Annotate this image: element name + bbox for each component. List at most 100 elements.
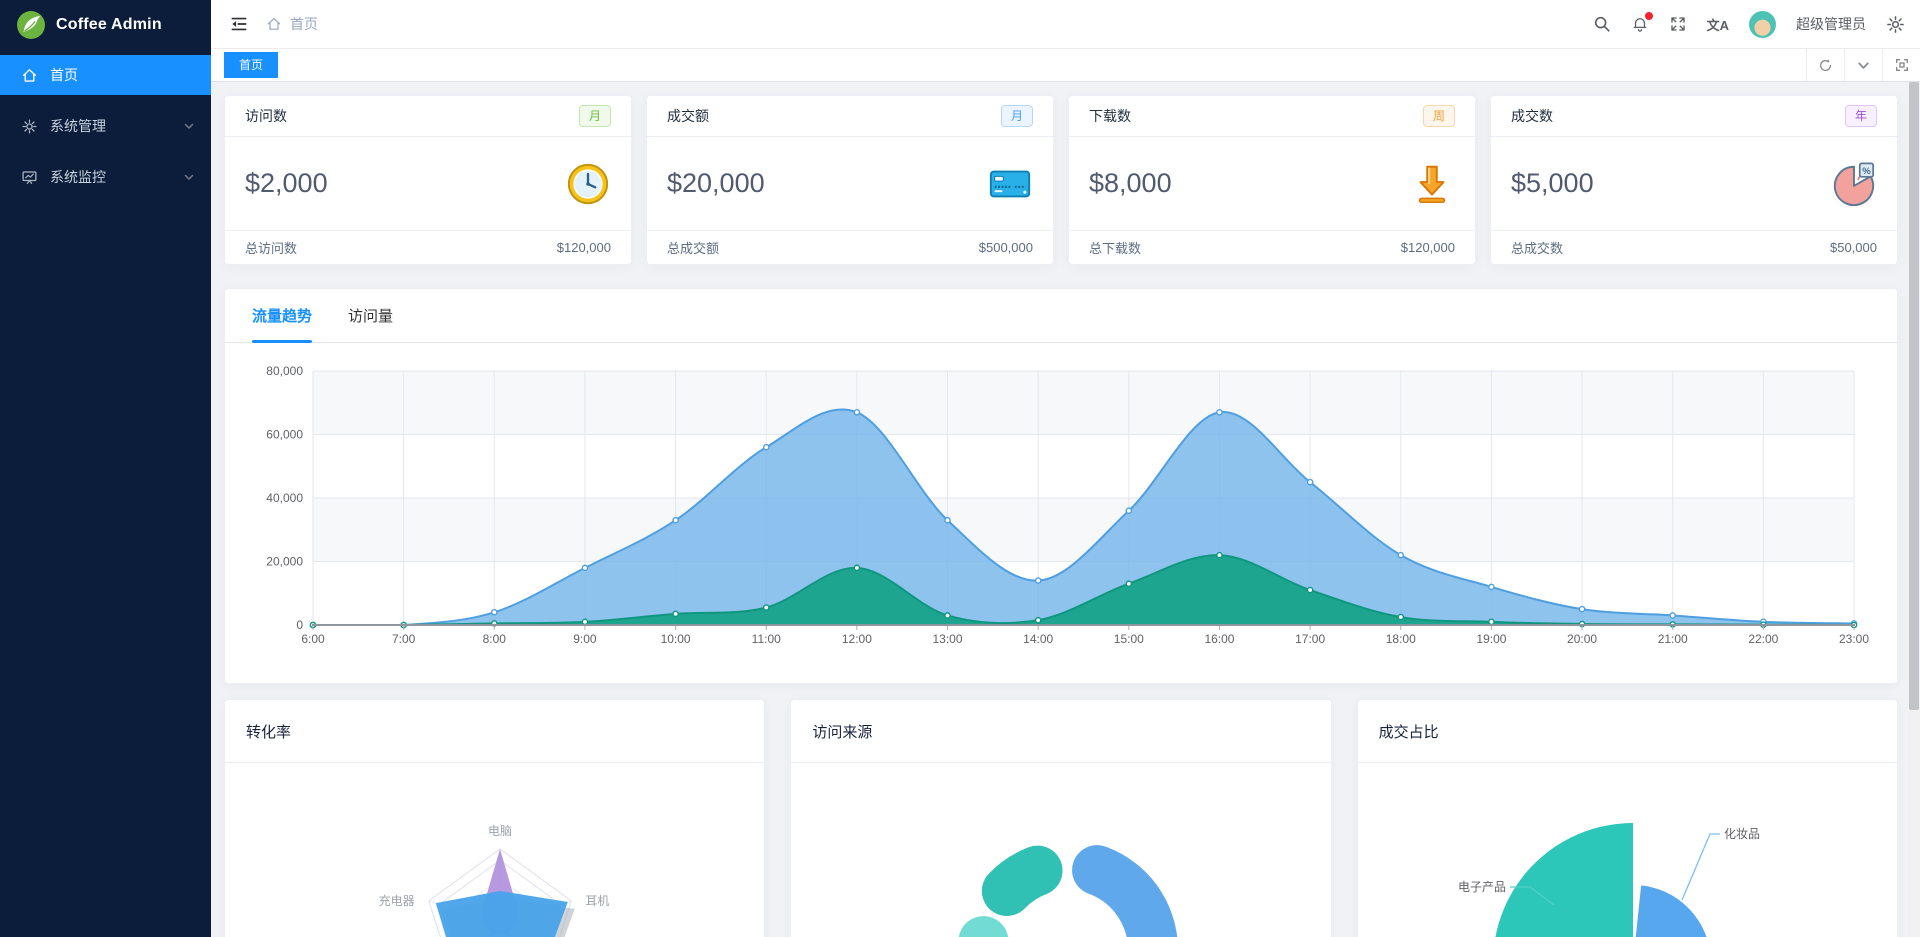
svg-text:15:00: 15:00 xyxy=(1114,632,1144,646)
traffic-trend-chart: 0 20,000 40,000 60,000 80,000 6:00 7:00 8:00 9:0… xyxy=(225,343,1897,683)
search-icon[interactable] xyxy=(1593,15,1611,33)
svg-text:0: 0 xyxy=(296,618,303,632)
svg-text:充电器: 充电器 xyxy=(379,893,415,908)
stat-title: 访问数 xyxy=(245,108,287,124)
stat-footer-value: $500,000 xyxy=(978,239,1033,255)
svg-text:电子产品: 电子产品 xyxy=(1458,880,1506,894)
svg-text:22:00: 22:00 xyxy=(1748,632,1778,646)
bell-icon[interactable] xyxy=(1631,12,1653,33)
vertical-scrollbar xyxy=(1908,82,1920,937)
app-logo: Coffee Admin xyxy=(0,0,211,49)
user-avatar[interactable] xyxy=(1749,10,1776,38)
menu-fold-icon[interactable] xyxy=(229,14,249,34)
svg-text:23:00: 23:00 xyxy=(1839,632,1869,646)
bottom-card-row: 转化率 电脑 耳机 充电器 访问来源 成交占比 化妆品 电子产品 xyxy=(224,699,1898,937)
tab-home[interactable]: 首页 xyxy=(224,52,279,78)
sidebar-menu: 首页 系统管理 系统监控 xyxy=(0,49,211,197)
fullscreen-icon[interactable] xyxy=(1669,15,1687,33)
refresh-icon[interactable] xyxy=(1806,49,1844,81)
stat-footer-label: 总下载数 xyxy=(1089,240,1142,256)
svg-text:21:00: 21:00 xyxy=(1658,632,1688,646)
sidebar-item-label: 系统监控 xyxy=(50,169,106,185)
svg-text:20,000: 20,000 xyxy=(266,555,303,569)
svg-text:17:00: 17:00 xyxy=(1295,632,1325,646)
sidebar-item-label: 系统管理 xyxy=(50,118,106,134)
stat-value: $5,000 xyxy=(1511,168,1594,198)
sidebar-item-home[interactable]: 首页 xyxy=(0,55,211,95)
sidebar: Coffee Admin 首页 系统管理 xyxy=(0,0,211,937)
notification-dot xyxy=(1644,12,1653,20)
traffic-trend-card: 流量趋势 访问量 0 20,000 40,000 60,000 80,000 6:00 7:… xyxy=(224,288,1898,684)
svg-text:%: % xyxy=(1862,165,1871,176)
stat-value: $20,000 xyxy=(667,168,765,198)
app-title: Coffee Admin xyxy=(56,15,162,33)
stat-footer-value: $120,000 xyxy=(1400,239,1455,255)
maximize-icon[interactable] xyxy=(1882,49,1920,81)
svg-text:16:00: 16:00 xyxy=(1204,632,1234,646)
monitor-icon xyxy=(21,169,38,186)
stat-footer-label: 总访问数 xyxy=(245,240,298,256)
stat-value: $2,000 xyxy=(245,168,328,198)
stat-title: 成交数 xyxy=(1511,108,1553,124)
user-name[interactable]: 超级管理员 xyxy=(1796,16,1866,32)
chevron-down-icon xyxy=(183,120,195,132)
deal-share-pie-chart: 化妆品电子产品 xyxy=(1358,763,1897,937)
stat-card-visits: 访问数 月 $2,000 总访问数 $120,000 xyxy=(224,95,632,265)
svg-text:8:00: 8:00 xyxy=(483,632,507,646)
period-badge: 周 xyxy=(1422,105,1455,127)
period-badge: 年 xyxy=(1844,105,1877,127)
conversion-rate-card: 转化率 电脑耳机 充电器 xyxy=(224,699,766,937)
sidebar-item-system-management[interactable]: 系统管理 xyxy=(0,106,211,146)
stat-card-deals: 成交数 年 $5,000 % 总成交数 $50,000 xyxy=(1490,95,1898,265)
clock-icon xyxy=(565,161,611,207)
stat-title: 下载数 xyxy=(1089,108,1131,124)
sidebar-item-system-monitor[interactable]: 系统监控 xyxy=(0,157,211,197)
card-title: 转化率 xyxy=(246,723,292,741)
download-icon xyxy=(1409,161,1455,207)
svg-text:电脑: 电脑 xyxy=(488,824,512,838)
breadcrumb-label: 首页 xyxy=(290,16,318,32)
stat-footer-value: $120,000 xyxy=(556,239,611,255)
stat-footer-label: 总成交数 xyxy=(1511,240,1564,256)
svg-text:耳机: 耳机 xyxy=(585,894,609,908)
chevron-down-icon[interactable] xyxy=(1844,49,1882,81)
period-badge: 月 xyxy=(578,105,611,127)
period-badge: 月 xyxy=(1000,105,1033,127)
credit-card-icon xyxy=(987,161,1033,207)
scrollbar-thumb[interactable] xyxy=(1909,82,1919,710)
svg-text:13:00: 13:00 xyxy=(933,632,963,646)
tab-traffic-trend[interactable]: 流量趋势 xyxy=(252,289,313,343)
settings-gear-icon[interactable] xyxy=(1886,15,1905,34)
pie-chart-icon: % xyxy=(1831,161,1877,207)
svg-text:40,000: 40,000 xyxy=(266,491,303,505)
page-tabbar: 首页 xyxy=(211,49,1920,82)
svg-text:14:00: 14:00 xyxy=(1023,632,1053,646)
spring-leaf-logo-icon xyxy=(16,10,46,40)
chevron-down-icon xyxy=(183,171,195,183)
svg-text:80,000: 80,000 xyxy=(266,364,303,378)
stat-card-turnover: 成交额 月 $20,000 总成交额 $500,000 xyxy=(646,95,1054,265)
visit-source-card: 访问来源 xyxy=(790,699,1332,937)
top-navbar: 首页 文A 超级管理员 xyxy=(211,0,1920,49)
visit-source-donut-chart xyxy=(791,763,1330,937)
breadcrumb[interactable]: 首页 xyxy=(266,14,318,34)
gear-icon xyxy=(21,118,38,135)
svg-text:11:00: 11:00 xyxy=(752,632,781,646)
tab-visit-volume[interactable]: 访问量 xyxy=(348,308,394,325)
svg-text:18:00: 18:00 xyxy=(1386,632,1416,646)
card-title: 访问来源 xyxy=(812,723,873,741)
home-icon xyxy=(266,16,282,32)
trend-tabs: 流量趋势 访问量 xyxy=(225,289,1897,343)
stat-footer-value: $50,000 xyxy=(1830,239,1877,255)
conversion-radar-chart: 电脑耳机 充电器 xyxy=(225,763,764,937)
svg-text:化妆品: 化妆品 xyxy=(1724,827,1760,841)
svg-text:7:00: 7:00 xyxy=(392,632,416,646)
translate-icon[interactable]: 文A xyxy=(1707,15,1729,34)
main-content: 访问数 月 $2,000 总访问数 $120,000 xyxy=(211,82,1908,937)
svg-text:6:00: 6:00 xyxy=(301,632,325,646)
svg-text:19:00: 19:00 xyxy=(1476,632,1506,646)
svg-text:60,000: 60,000 xyxy=(266,428,303,442)
svg-text:9:00: 9:00 xyxy=(573,632,597,646)
svg-text:12:00: 12:00 xyxy=(842,632,872,646)
home-icon xyxy=(21,67,38,84)
